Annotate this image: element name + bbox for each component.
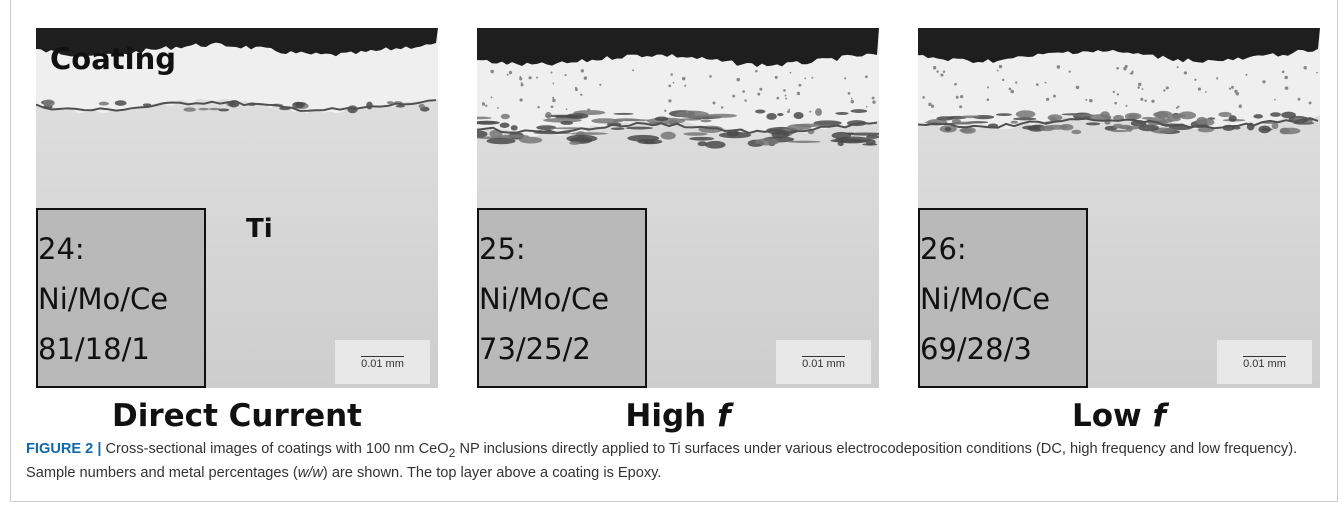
- scale-text: 0.01 mm: [802, 356, 845, 370]
- label-text: High: [625, 398, 706, 434]
- panel-label: Low f: [918, 398, 1320, 434]
- caption-italic: w/w: [298, 465, 323, 481]
- scale-text: 0.01 mm: [1243, 356, 1286, 370]
- annotation: Ti: [246, 214, 273, 244]
- page: Coating Ti 24:Ni/Mo/Ce81/18/1 0.01 mm Di…: [0, 0, 1344, 506]
- composition: 69/28/3: [920, 324, 1086, 374]
- composition: 73/25/2: [479, 324, 645, 374]
- scale-bar: 0.01 mm: [335, 340, 430, 384]
- composition-label: Ni/Mo/Ce: [38, 274, 204, 324]
- composition-label: Ni/Mo/Ce: [479, 274, 645, 324]
- sample-number: 24:: [38, 224, 204, 274]
- scale-bar: 0.01 mm: [776, 340, 871, 384]
- annotation: Coating: [50, 42, 176, 76]
- label-text: Direct Current: [112, 398, 362, 434]
- caption-text: Cross-sectional images of coatings with …: [106, 441, 449, 457]
- sample-number: 25:: [479, 224, 645, 274]
- label-italic: f: [717, 398, 731, 434]
- scale-bar: 0.01 mm: [1217, 340, 1312, 384]
- caption: FIGURE 2 | Cross-sectional images of coa…: [26, 439, 1326, 483]
- scale-text: 0.01 mm: [361, 356, 404, 370]
- caption-text: ) are shown. The top layer above a coati…: [323, 465, 662, 481]
- figure-number: FIGURE 2 |: [26, 441, 101, 457]
- panel-label: Direct Current: [36, 398, 438, 434]
- sample-number: 26:: [920, 224, 1086, 274]
- label-text: Low: [1072, 398, 1142, 434]
- label-italic: f: [1153, 398, 1167, 434]
- composition: 81/18/1: [38, 324, 204, 374]
- composition-label: Ni/Mo/Ce: [920, 274, 1086, 324]
- panel-label: High f: [477, 398, 879, 434]
